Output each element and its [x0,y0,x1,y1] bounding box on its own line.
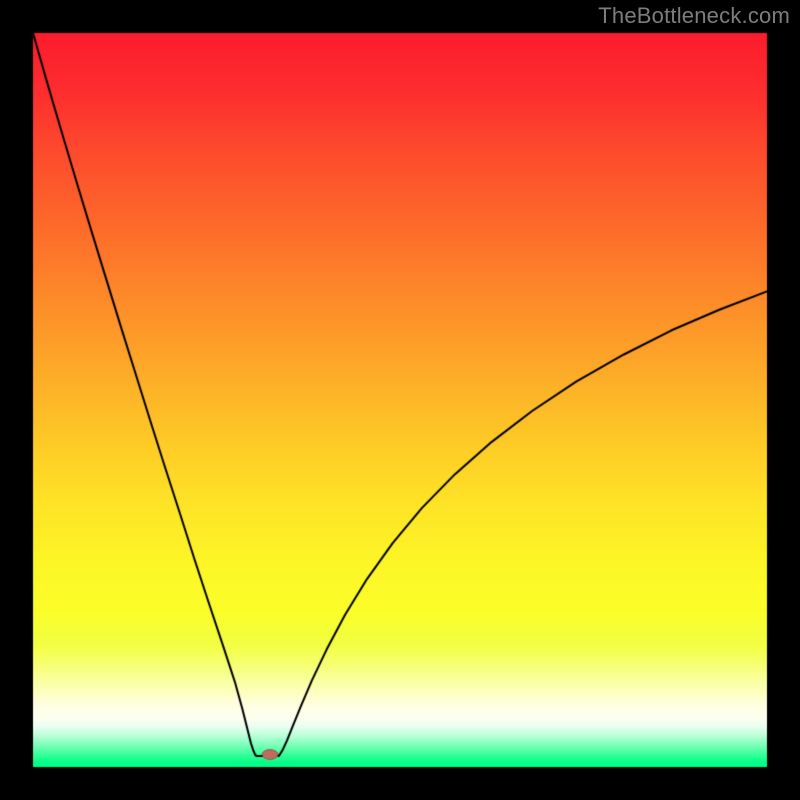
bottleneck-chart-canvas [0,0,800,800]
chart-container: TheBottleneck.com [0,0,800,800]
